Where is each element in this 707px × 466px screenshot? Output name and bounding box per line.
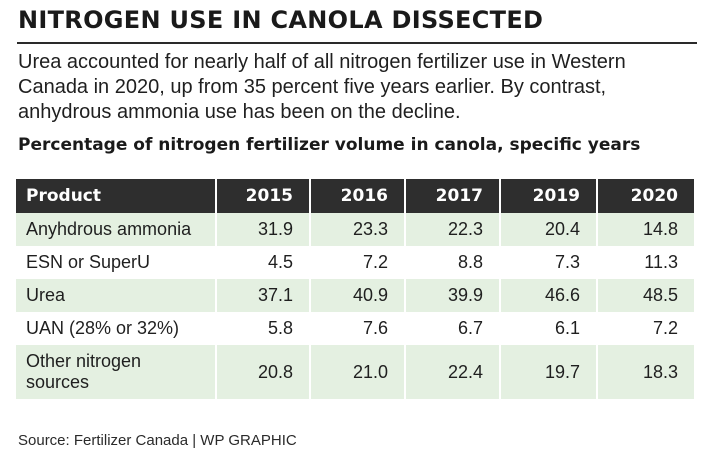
column-header: 2015 xyxy=(216,179,311,213)
value-cell: 4.5 xyxy=(216,246,311,279)
table-row: Other nitrogen sources 20.8 21.0 22.4 19… xyxy=(16,345,694,399)
value-cell: 11.3 xyxy=(597,246,694,279)
column-header: 2020 xyxy=(597,179,694,213)
value-cell: 14.8 xyxy=(597,213,694,246)
value-cell: 5.8 xyxy=(216,312,311,345)
value-cell: 19.7 xyxy=(500,345,598,399)
table-row: Urea 37.1 40.9 39.9 46.6 48.5 xyxy=(16,279,694,312)
value-cell: 7.6 xyxy=(310,312,406,345)
product-cell: UAN (28% or 32%) xyxy=(16,312,217,345)
graphic-title: NITROGEN USE IN CANOLA DISSECTED xyxy=(18,6,544,34)
value-cell: 37.1 xyxy=(216,279,311,312)
value-cell: 40.9 xyxy=(310,279,406,312)
value-cell: 20.8 xyxy=(216,345,311,399)
value-cell: 39.9 xyxy=(405,279,501,312)
value-cell: 6.1 xyxy=(500,312,598,345)
source-credit: Source: Fertilizer Canada | WP GRAPHIC xyxy=(18,432,297,449)
value-cell: 48.5 xyxy=(597,279,694,312)
product-cell: ESN or SuperU xyxy=(16,246,217,279)
product-cell: Urea xyxy=(16,279,217,312)
product-cell: Anyhdrous ammonia xyxy=(16,213,217,246)
value-cell: 22.3 xyxy=(405,213,501,246)
column-header: Product xyxy=(16,179,217,213)
table-row: Anyhdrous ammonia 31.9 23.3 22.3 20.4 14… xyxy=(16,213,694,246)
value-cell: 6.7 xyxy=(405,312,501,345)
table-row: ESN or SuperU 4.5 7.2 8.8 7.3 11.3 xyxy=(16,246,694,279)
value-cell: 7.2 xyxy=(310,246,406,279)
value-cell: 22.4 xyxy=(405,345,501,399)
value-cell: 20.4 xyxy=(500,213,598,246)
table-row: UAN (28% or 32%) 5.8 7.6 6.7 6.1 7.2 xyxy=(16,312,694,345)
table-header-row: Product 2015 2016 2017 2019 2020 xyxy=(16,179,694,213)
value-cell: 31.9 xyxy=(216,213,311,246)
value-cell: 18.3 xyxy=(597,345,694,399)
value-cell: 7.3 xyxy=(500,246,598,279)
column-header: 2019 xyxy=(500,179,598,213)
title-rule xyxy=(17,42,697,44)
fertilizer-table: Product 2015 2016 2017 2019 2020 Anyhdro… xyxy=(16,179,694,399)
column-header: 2016 xyxy=(310,179,406,213)
column-header: 2017 xyxy=(405,179,501,213)
value-cell: 7.2 xyxy=(597,312,694,345)
product-cell: Other nitrogen sources xyxy=(16,345,217,399)
value-cell: 21.0 xyxy=(310,345,406,399)
graphic-dek: Urea accounted for nearly half of all ni… xyxy=(18,51,626,123)
table-subtitle: Percentage of nitrogen fertilizer volume… xyxy=(18,135,641,155)
value-cell: 23.3 xyxy=(310,213,406,246)
value-cell: 8.8 xyxy=(405,246,501,279)
value-cell: 46.6 xyxy=(500,279,598,312)
